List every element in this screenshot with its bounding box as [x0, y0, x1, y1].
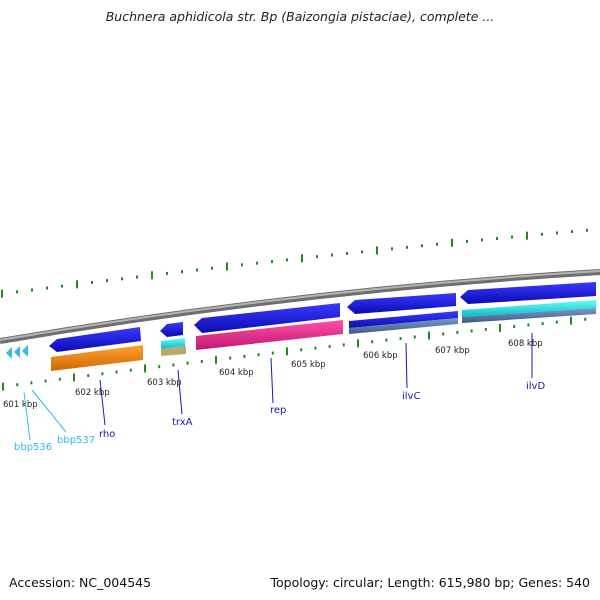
genome-backbone [0, 269, 600, 344]
gene-label-ilvD[interactable]: ilvD [526, 333, 545, 392]
gene-bbp536-arrow[interactable] [6, 346, 20, 359]
gene-name: ilvD [526, 381, 545, 392]
gene-label-bbp536[interactable]: bbp536 [14, 391, 52, 453]
gene-label-trxA[interactable]: trxA [172, 369, 193, 428]
gene-trxA-feature[interactable] [160, 322, 186, 356]
ruler-label: 607 kbp [435, 346, 470, 356]
gene-ilvC-feature[interactable] [347, 293, 458, 334]
outer-tick-row [1, 228, 588, 298]
gene-name: trxA [172, 417, 193, 428]
gene-name: rho [99, 429, 115, 440]
ruler-label: 602 kbp [75, 388, 110, 398]
gene-rho-feature[interactable] [49, 327, 143, 371]
ruler-label: 603 kbp [147, 378, 182, 388]
gene-label-ilvC[interactable]: ilvC [402, 342, 420, 402]
gene-label-rep[interactable]: rep [270, 357, 286, 416]
leader-line [270, 357, 274, 404]
gene-name: rep [270, 405, 286, 416]
gene-name: bbp536 [14, 442, 52, 453]
gene-name: bbp537 [57, 435, 95, 446]
genome-summary-text: Topology: circular; Length: 615,980 bp; … [270, 575, 591, 590]
gene-name: ilvC [402, 391, 420, 402]
ruler-label: 601 kbp [3, 400, 38, 410]
gene-rep-feature[interactable] [194, 303, 343, 350]
leader-line [177, 369, 183, 415]
ruler-label: 605 kbp [291, 360, 326, 370]
ruler-label: 608 kbp [508, 339, 543, 349]
leader-line [99, 379, 106, 426]
ruler-label: 606 kbp [363, 351, 398, 361]
gene-bbp537-arrow[interactable] [22, 345, 28, 357]
genome-backbone-highlight [0, 270, 600, 341]
gene-label-rho[interactable]: rho [99, 379, 115, 440]
leader-line [405, 342, 408, 389]
gene-labels: bbp536 bbp537 rho trxA rep ilvC ilvD [14, 333, 545, 453]
ruler-label: 604 kbp [219, 368, 254, 378]
map-title: Buchnera aphidicola str. Bp (Baizongia p… [105, 9, 495, 24]
ruler-labels: 601 kbp 602 kbp 603 kbp 604 kbp 605 kbp 606 k… [3, 339, 543, 410]
leader-line [23, 391, 31, 441]
scale-tick-row [2, 316, 587, 391]
gene-ilvD-feature[interactable] [460, 282, 596, 323]
accession-text: Accession: NC_004545 [9, 575, 152, 590]
leader-line [31, 389, 67, 433]
gene-label-bbp537[interactable]: bbp537 [31, 389, 95, 446]
